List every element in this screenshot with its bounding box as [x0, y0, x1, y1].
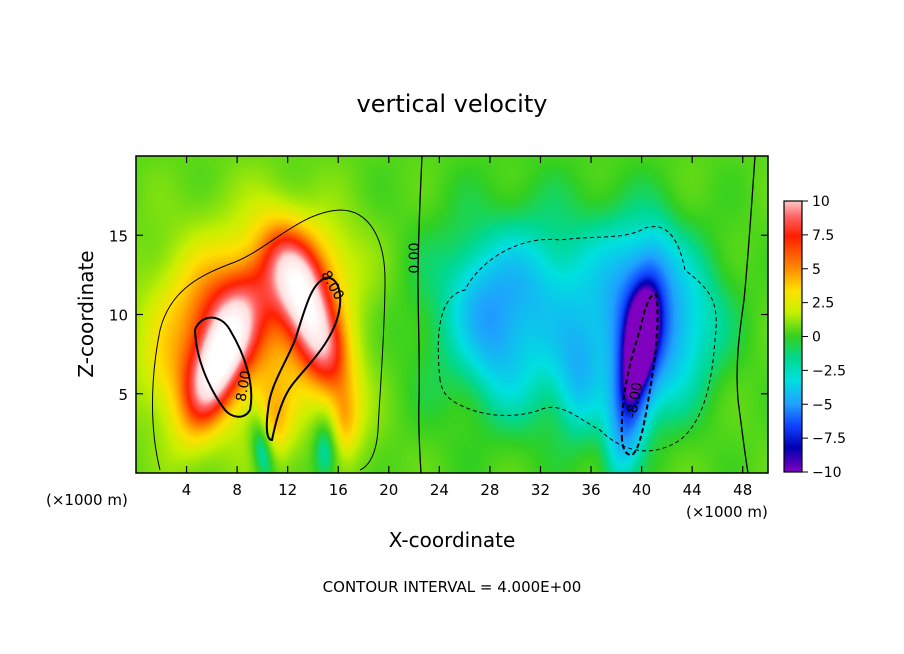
contour-positive-left	[193, 316, 253, 418]
x-tick-label: 4	[182, 481, 192, 499]
y-axis: 5 10 15	[109, 227, 768, 404]
contour-lines	[152, 156, 756, 473]
x-axis-label: X-coordinate	[389, 528, 516, 552]
plot-area: 8.008.000.00-8.00	[136, 156, 768, 473]
contour-zero-right	[736, 156, 756, 473]
x-unit-label-right: (×1000 m)	[686, 503, 768, 521]
contour-positive-outer	[152, 209, 386, 471]
x-tick-label: 32	[531, 481, 550, 499]
y-axis-label: Z-coordinate	[74, 250, 98, 377]
x-tick-label: 12	[278, 481, 297, 499]
contour-interval-note: CONTOUR INTERVAL = 4.000E+00	[323, 578, 582, 596]
x-unit-label-left: (×1000 m)	[46, 491, 128, 509]
velocity-field	[136, 156, 768, 473]
colorbar	[783, 200, 803, 473]
x-tick-label: 16	[329, 481, 348, 499]
contour-zero-line	[417, 156, 423, 473]
x-tick-label: 40	[632, 481, 651, 499]
contour-negative-outer	[437, 226, 717, 452]
chart-title: vertical velocity	[357, 90, 548, 118]
y-tick-label: 15	[109, 227, 128, 245]
x-axis: 4 8 12 16 20 24 28 32 36 40 44 48	[182, 156, 752, 499]
colorbar-ticks: 10 7.5 5 2.5 0 −2.5 −5 −7.5 −10	[802, 194, 846, 481]
x-tick-label: 20	[379, 481, 398, 499]
colorbar-tick-label: 0	[812, 330, 821, 346]
x-tick-label: 48	[733, 481, 752, 499]
colorbar-tick-label: −5	[812, 397, 833, 413]
colorbar-tick-label: 2.5	[812, 296, 834, 312]
contour-positive-right	[265, 276, 342, 442]
contour-label: 8.00	[233, 369, 254, 402]
x-tick-label: 8	[232, 481, 242, 499]
x-tick-label: 28	[480, 481, 499, 499]
colorbar-tick-label: −7.5	[812, 431, 846, 447]
colorbar-tick-label: 5	[812, 262, 821, 278]
y-tick-label: 10	[109, 307, 128, 325]
colorbar-tick-label: −10	[812, 465, 842, 481]
y-tick-label: 5	[118, 386, 128, 404]
x-tick-label: 36	[581, 481, 600, 499]
colorbar-tick-label: 10	[812, 194, 830, 210]
colorbar-tick-label: 7.5	[812, 228, 834, 244]
contour-label: 0.00	[407, 242, 423, 273]
x-tick-label: 24	[430, 481, 449, 499]
colorbar-tick-label: −2.5	[812, 363, 846, 379]
contour-labels: 8.008.000.00-8.00	[233, 242, 646, 419]
x-tick-label: 44	[683, 481, 702, 499]
contour-label: -8.00	[624, 381, 646, 419]
